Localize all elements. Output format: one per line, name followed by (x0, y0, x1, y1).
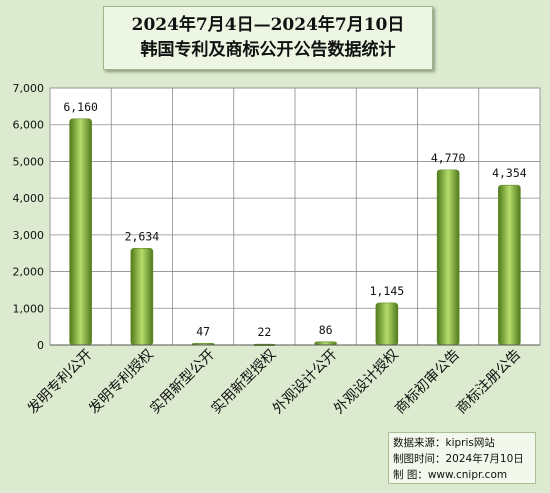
y-tick-label: 6,000 (13, 119, 45, 132)
source-note-box: 数据来源：kipris网站 制图时间：2024年7月10日 制 图：www.cn… (388, 432, 536, 484)
y-axis-tick-labels: 0 1,000 2,000 3,000 4,000 5,000 6,000 7,000 (13, 82, 45, 352)
bar (498, 184, 521, 346)
x-tick-label: 发明专利公开 (25, 347, 96, 418)
data-label: 47 (196, 324, 210, 338)
bar (375, 302, 399, 346)
x-tick-label: 商标注册公告 (453, 347, 524, 418)
y-tick-label: 7,000 (13, 82, 45, 95)
x-tick-label: 实用新型公开 (147, 347, 218, 418)
data-label: 4,770 (431, 151, 466, 165)
x-tick-label: 商标初审公告 (392, 346, 463, 417)
y-tick-label: 3,000 (13, 229, 45, 242)
y-tick-label: 4,000 (13, 192, 45, 205)
y-tick-label: 0 (37, 339, 44, 352)
y-tick-label: 1,000 (13, 302, 45, 315)
data-label: 2,634 (125, 229, 160, 243)
bar (436, 169, 460, 346)
bar (69, 118, 92, 346)
x-tick-label: 外观设计公开 (270, 347, 341, 418)
y-tick-label: 5,000 (13, 155, 45, 168)
x-tick-label: 发明专利授权 (86, 347, 157, 418)
data-label: 1,145 (370, 284, 405, 298)
data-label: 86 (319, 323, 333, 337)
y-tick-label: 2,000 (13, 266, 45, 279)
chart-title-box: 2024年7月4日—2024年7月10日 韩国专利及商标公开公告数据统计 (103, 6, 433, 70)
chart-maker-line: 制 图：www.cnipr.com (393, 469, 508, 481)
x-tick-label: 外观设计授权 (331, 347, 402, 418)
data-labels: 6,160 2,634 47 22 86 1,145 4,770 4,354 (63, 100, 526, 339)
chart-time-line: 制图时间：2024年7月10日 (393, 453, 524, 465)
data-label: 6,160 (63, 100, 98, 114)
bars (69, 118, 521, 346)
source-line: 数据来源：kipris网站 (393, 437, 495, 449)
chart-title-line-1: 2024年7月4日—2024年7月10日 (131, 15, 405, 35)
chart-title-line-2: 韩国专利及商标公开公告数据统计 (140, 40, 396, 60)
bar (130, 247, 154, 346)
x-axis-tick-labels: 发明专利公开发明专利授权实用新型公开实用新型授权外观设计公开外观设计授权商标初审… (25, 346, 524, 417)
data-label: 4,354 (492, 166, 527, 180)
data-label: 22 (257, 325, 271, 339)
x-tick-label: 实用新型授权 (208, 347, 279, 418)
